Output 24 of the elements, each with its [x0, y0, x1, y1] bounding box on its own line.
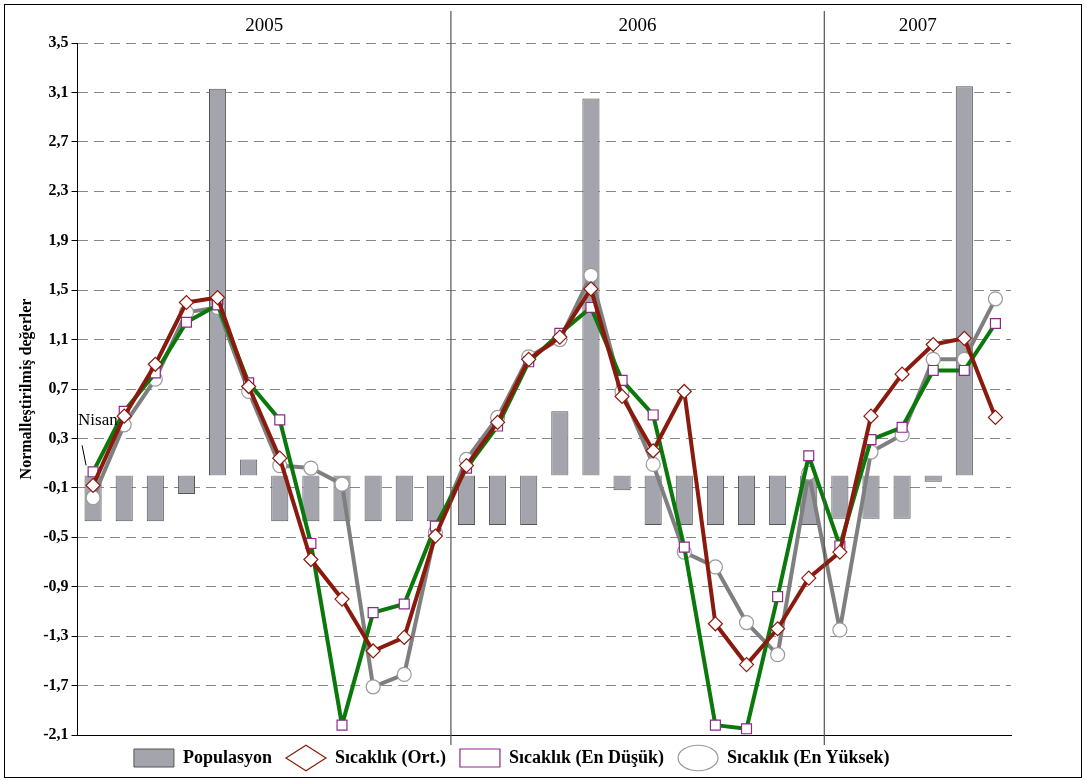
- y-tick-label: 3,5: [48, 33, 69, 51]
- y-tick-label: -1,3: [43, 626, 69, 644]
- legend-label: Sıcaklık (Ort.): [334, 746, 446, 768]
- y-tick-label: -0,5: [43, 527, 69, 545]
- text: 2007: [898, 14, 937, 35]
- text: 2005: [245, 14, 284, 35]
- y-tick-label: 2,3: [48, 181, 69, 199]
- y-tick-label: 0,3: [48, 428, 69, 446]
- annotation: Nisan: [78, 410, 119, 430]
- legend-label: Sıcaklık (En Düşük): [508, 746, 665, 768]
- y-tick-label: 1,1: [48, 329, 69, 347]
- y-tick-label: -0,9: [43, 576, 69, 594]
- y-tick-label: -1,7: [43, 675, 69, 693]
- y-tick-label: 2,7: [48, 132, 69, 149]
- y-tick-label: 0,7: [48, 379, 69, 397]
- y-tick-label: -0,1: [43, 478, 69, 495]
- y-tick-label: -2,1: [43, 725, 69, 743]
- y-tick-label: 3,1: [48, 82, 69, 100]
- y-axis-title: Normalleştirilmiş değerler: [16, 298, 35, 480]
- text: 2006: [618, 14, 657, 35]
- legend-label: Populasyon: [182, 746, 272, 767]
- y-tick-label: 1,9: [48, 230, 69, 248]
- y-tick-label: 1,5: [48, 280, 69, 298]
- legend-label: Sıcaklık (En Yüksek): [727, 746, 890, 768]
